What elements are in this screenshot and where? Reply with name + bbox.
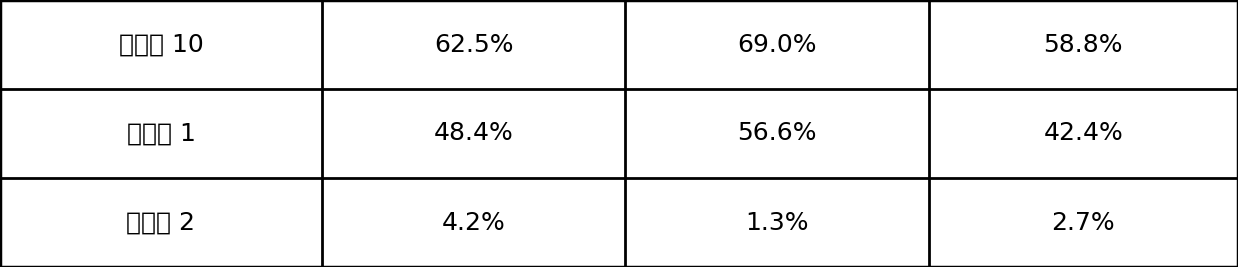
Text: 对比例 2: 对比例 2 bbox=[126, 210, 196, 234]
Text: 1.3%: 1.3% bbox=[745, 210, 808, 234]
Text: 58.8%: 58.8% bbox=[1044, 33, 1123, 57]
Text: 48.4%: 48.4% bbox=[433, 121, 514, 146]
Text: 56.6%: 56.6% bbox=[737, 121, 817, 146]
Text: 对比例 1: 对比例 1 bbox=[126, 121, 196, 146]
Text: 4.2%: 4.2% bbox=[442, 210, 505, 234]
Text: 69.0%: 69.0% bbox=[737, 33, 817, 57]
Text: 62.5%: 62.5% bbox=[433, 33, 514, 57]
Text: 实施例 10: 实施例 10 bbox=[119, 33, 203, 57]
Text: 42.4%: 42.4% bbox=[1044, 121, 1123, 146]
Text: 2.7%: 2.7% bbox=[1051, 210, 1115, 234]
